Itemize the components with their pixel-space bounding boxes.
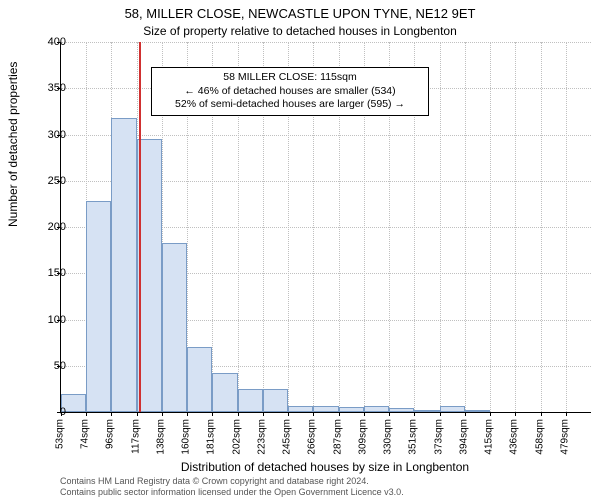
xtick-mark (465, 412, 466, 416)
xtick-mark (313, 412, 314, 416)
histogram-bar (313, 406, 338, 412)
ytick-label: 200 (26, 221, 66, 233)
xtick-label: 223sqm (256, 419, 267, 455)
histogram-bar (263, 389, 288, 412)
ytick-label: 300 (26, 129, 66, 141)
histogram-bar (440, 406, 465, 412)
xtick-label: 74sqm (80, 419, 91, 449)
xtick-label: 266sqm (307, 419, 318, 455)
annotation-box: 58 MILLER CLOSE: 115sqm ← 46% of detache… (151, 67, 429, 116)
xtick-mark (238, 412, 239, 416)
ytick-label: 350 (26, 82, 66, 94)
page-title-line1: 58, MILLER CLOSE, NEWCASTLE UPON TYNE, N… (0, 6, 600, 21)
ytick-label: 100 (26, 314, 66, 326)
histogram-bar (162, 243, 187, 412)
gridline-v (490, 42, 491, 412)
histogram-plot: 58 MILLER CLOSE: 115sqm ← 46% of detache… (60, 42, 591, 413)
gridline-v (566, 42, 567, 412)
y-axis-label: Number of detached properties (6, 62, 20, 227)
ytick-label: 150 (26, 267, 66, 279)
xtick-label: 181sqm (206, 419, 217, 455)
xtick-mark (440, 412, 441, 416)
annotation-line3: 52% of semi-detached houses are larger (… (160, 98, 420, 112)
xtick-label: 309sqm (357, 419, 368, 455)
xtick-label: 96sqm (105, 419, 116, 449)
gridline-v (541, 42, 542, 412)
histogram-bar (414, 410, 439, 412)
page-title-line2: Size of property relative to detached ho… (0, 24, 600, 38)
xtick-mark (212, 412, 213, 416)
xtick-label: 394sqm (458, 419, 469, 455)
gridline-v (440, 42, 441, 412)
xtick-mark (111, 412, 112, 416)
x-axis-label: Distribution of detached houses by size … (60, 460, 590, 474)
histogram-bar (339, 407, 364, 412)
xtick-label: 287sqm (332, 419, 343, 455)
xtick-label: 245sqm (282, 419, 293, 455)
xtick-label: 415sqm (484, 419, 495, 455)
xtick-mark (263, 412, 264, 416)
xtick-mark (339, 412, 340, 416)
xtick-mark (137, 412, 138, 416)
ytick-label: 0 (26, 406, 66, 418)
xtick-mark (566, 412, 567, 416)
annotation-line1: 58 MILLER CLOSE: 115sqm (160, 71, 420, 85)
histogram-bar (288, 406, 313, 412)
footer-line2: Contains public sector information licen… (60, 487, 590, 498)
ytick-label: 50 (26, 360, 66, 372)
footer-line1: Contains HM Land Registry data © Crown c… (60, 476, 590, 487)
histogram-bar (238, 389, 263, 412)
property-marker-line (139, 42, 141, 412)
xtick-mark (389, 412, 390, 416)
histogram-bar (187, 347, 212, 412)
xtick-label: 373sqm (433, 419, 444, 455)
xtick-label: 436sqm (509, 419, 520, 455)
xtick-label: 160sqm (181, 419, 192, 455)
xtick-mark (162, 412, 163, 416)
histogram-bar (364, 406, 389, 412)
xtick-mark (86, 412, 87, 416)
gridline-v (465, 42, 466, 412)
ytick-label: 250 (26, 175, 66, 187)
xtick-label: 351sqm (408, 419, 419, 455)
footer-attribution: Contains HM Land Registry data © Crown c… (60, 476, 590, 498)
xtick-label: 202sqm (231, 419, 242, 455)
gridline-v (515, 42, 516, 412)
xtick-mark (490, 412, 491, 416)
xtick-mark (187, 412, 188, 416)
xtick-mark (364, 412, 365, 416)
ytick-label: 400 (26, 36, 66, 48)
xtick-mark (414, 412, 415, 416)
histogram-bar (465, 410, 490, 412)
xtick-mark (515, 412, 516, 416)
xtick-label: 479sqm (559, 419, 570, 455)
histogram-bar (389, 408, 414, 412)
xtick-label: 117sqm (130, 419, 141, 454)
xtick-label: 330sqm (383, 419, 394, 455)
xtick-label: 138sqm (155, 419, 166, 455)
histogram-bar (111, 118, 136, 412)
xtick-label: 458sqm (534, 419, 545, 455)
xtick-mark (541, 412, 542, 416)
histogram-bar (86, 201, 111, 412)
xtick-label: 53sqm (55, 419, 66, 449)
xtick-mark (288, 412, 289, 416)
annotation-line2: ← 46% of detached houses are smaller (53… (160, 85, 420, 99)
histogram-bar (212, 373, 237, 412)
